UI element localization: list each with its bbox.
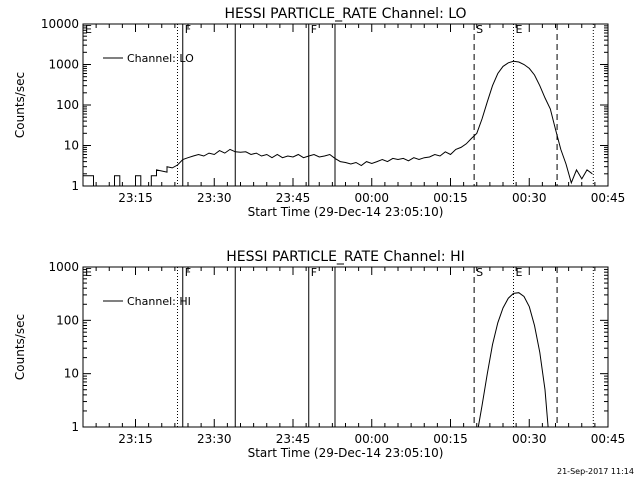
series-line: [477, 292, 549, 428]
footer-date: 21-Sep-2017 11:14: [557, 467, 634, 476]
y-tick-label: 100: [56, 313, 79, 327]
y-tick-label: 1000: [48, 260, 79, 274]
x-axis-label: Start Time (29-Dec-14 23:05:10): [248, 446, 444, 460]
event-marker-label: F: [311, 266, 317, 279]
x-axis-label: Start Time (29-Dec-14 23:05:10): [248, 205, 444, 219]
panel-1: HESSI PARTICLE_RATE Channel: LO 1 10 100 100…: [13, 6, 625, 219]
x-tick-label: 23:30: [197, 191, 232, 205]
event-marker-label: E: [516, 266, 523, 279]
x-tick-label: 23:15: [118, 432, 153, 446]
x-tick-label: 00:00: [354, 191, 389, 205]
y-tick-label: 1000: [48, 58, 79, 72]
y-tick-label: 10000: [41, 17, 79, 31]
x-tick-label: 23:45: [276, 191, 311, 205]
event-marker-label: F: [311, 23, 317, 36]
event-marker-label: F: [185, 266, 191, 279]
series-line: [83, 60, 593, 187]
x-tick-label: 00:00: [354, 432, 389, 446]
x-tick-label: 23:45: [276, 432, 311, 446]
y-tick-label: 10: [64, 367, 79, 381]
event-marker-label: S: [476, 266, 483, 279]
chart-title: HESSI PARTICLE_RATE Channel: HI: [226, 249, 464, 265]
y-axis-label: Counts/sec: [13, 314, 27, 380]
x-tick-label: 23:30: [197, 432, 232, 446]
x-tick-label: 00:30: [512, 191, 547, 205]
x-tick-label: 00:45: [591, 191, 626, 205]
x-tick-label: 00:45: [591, 432, 626, 446]
x-tick-label: 00:15: [433, 432, 468, 446]
y-tick-label: 100: [56, 98, 79, 112]
x-tick-label: 00:30: [512, 432, 547, 446]
y-tick-label: 10: [64, 139, 79, 153]
panel-2: HESSI PARTICLE_RATE Channel: HI 1 10 100 100…: [13, 249, 625, 460]
x-tick-label: 23:15: [118, 191, 153, 205]
y-tick-label: 1: [71, 420, 79, 434]
y-axis-label: Counts/sec: [13, 72, 27, 138]
y-tick-label: 1: [71, 179, 79, 193]
plot-frame: [82, 266, 609, 428]
event-marker-label: S: [476, 23, 483, 36]
plot-frame: [82, 23, 609, 187]
x-tick-label: 00:15: [433, 191, 468, 205]
event-marker-label: E: [85, 266, 92, 279]
event-marker-label: E: [85, 23, 92, 36]
event-marker-label: E: [516, 23, 523, 36]
chart-title: HESSI PARTICLE_RATE Channel: LO: [224, 6, 466, 22]
legend-label: Channel: LO: [127, 52, 194, 65]
event-marker-label: F: [185, 23, 191, 36]
legend-label: Channel: HI: [127, 295, 191, 308]
